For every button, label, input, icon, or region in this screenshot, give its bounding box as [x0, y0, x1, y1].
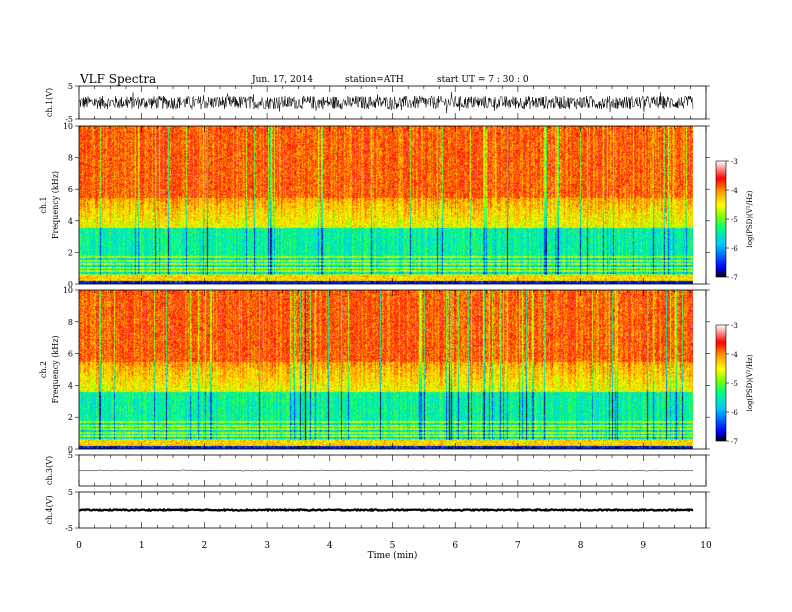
y-axis-label: ch.3(V): [45, 456, 54, 485]
y-tick-label: 8: [68, 154, 73, 163]
y-tick-label: 4: [68, 381, 73, 390]
y-tick-label: 6: [68, 350, 73, 359]
chart-title: VLF Spectra: [80, 72, 157, 86]
x-tick-label: 0: [76, 541, 82, 551]
y-tick-label: 2: [68, 248, 73, 257]
colorbar-tick-label: -3: [731, 322, 738, 330]
y-tick-label: 10: [63, 122, 73, 131]
colorbar-tick-label: -6: [731, 409, 738, 417]
y-tick-label: 2: [68, 413, 73, 422]
y-tick-label: 5: [68, 82, 73, 91]
y-tick-label: 0: [68, 445, 73, 454]
colorbar-tick-label: -5: [731, 380, 738, 388]
y-tick-label: 6: [68, 185, 73, 194]
y-axis-label: Frequency (kHz): [51, 171, 60, 239]
colorbar-tick-label: -6: [731, 245, 738, 253]
waveform-ch0: [78, 92, 694, 114]
colorbar: [715, 160, 727, 278]
colorbar: [715, 324, 727, 442]
x-tick-label: 3: [264, 541, 270, 551]
waveform-ch4: [78, 507, 694, 513]
date-label: Jun. 17, 2014: [252, 75, 314, 85]
spectrogram-ch2: [79, 290, 693, 449]
colorbar-label: log(PSD)(V²/Hz): [746, 354, 754, 411]
y-axis-label: ch.1: [39, 196, 48, 213]
x-tick-label: 10: [700, 541, 712, 551]
x-tick-label: 1: [139, 541, 145, 551]
x-axis-label: Time (min): [368, 550, 418, 561]
y-axis-label: ch.4(V): [45, 495, 54, 524]
colorbar-tick-label: -7: [731, 438, 738, 446]
y-tick-label: 10: [63, 286, 73, 295]
waveform-ch3: [78, 469, 694, 472]
colorbar-tick-label: -3: [731, 158, 738, 166]
colorbar-tick-label: -7: [731, 274, 738, 282]
start-time-label: start UT = 7 : 30 : 0: [437, 75, 529, 85]
x-tick-label: 4: [327, 541, 333, 551]
x-tick-label: 6: [452, 541, 458, 551]
station-label: station=ATH: [345, 75, 404, 85]
y-tick-label: 0: [68, 280, 73, 289]
y-tick-label: -5: [65, 524, 73, 533]
colorbar-tick-label: -5: [731, 216, 738, 224]
y-axis-label: Frequency (kHz): [51, 335, 60, 403]
x-tick-label: 8: [578, 541, 584, 551]
y-tick-label: -5: [65, 115, 73, 124]
spectrogram-ch1: [79, 126, 693, 284]
y-axis-label: ch.2: [39, 361, 48, 378]
colorbar-tick-label: -4: [731, 187, 738, 195]
y-tick-label: 8: [68, 318, 73, 327]
y-tick-label: 4: [68, 217, 73, 226]
x-tick-label: 7: [515, 541, 521, 551]
y-axis-label: ch.1(V): [45, 88, 54, 117]
x-tick-label: 9: [640, 541, 646, 551]
y-tick-label: 5: [68, 451, 73, 460]
y-tick-label: 5: [68, 488, 73, 497]
x-tick-label: 5: [390, 541, 396, 551]
colorbar-label: log(PSD)(V²/Hz): [746, 190, 754, 247]
x-tick-label: 2: [202, 541, 208, 551]
colorbar-tick-label: -4: [731, 351, 738, 359]
